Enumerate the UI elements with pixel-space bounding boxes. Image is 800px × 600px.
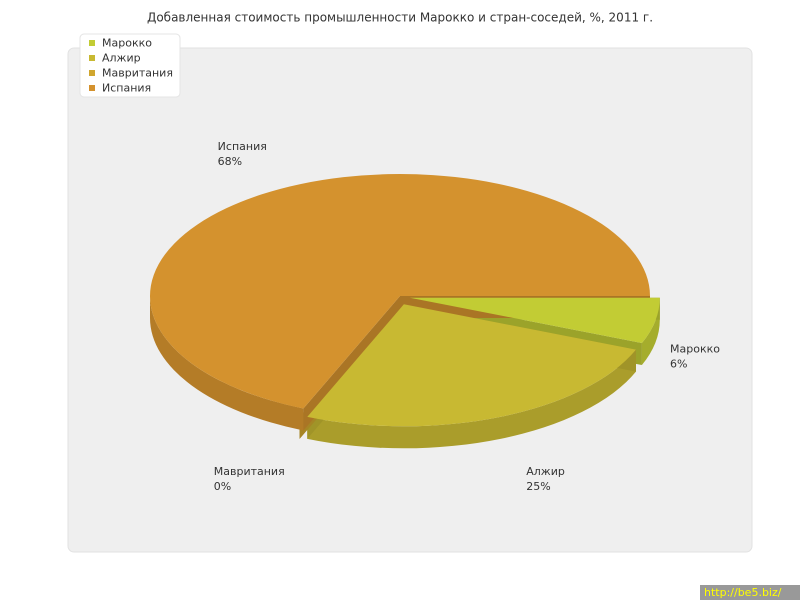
legend-label: Испания	[102, 82, 151, 95]
slice-label: Марокко	[670, 343, 720, 356]
slice	[409, 297, 660, 344]
watermark-bg	[700, 585, 800, 600]
legend-swatch	[89, 40, 95, 46]
slice-side	[641, 297, 660, 366]
legend-swatch	[89, 85, 95, 91]
slice-value-label: 0%	[214, 480, 231, 493]
slice-label: Испания	[218, 140, 267, 153]
legend-label: Алжир	[102, 52, 141, 65]
slice	[150, 174, 650, 409]
chart-title: Добавленная стоимость промышленности Мар…	[147, 11, 653, 25]
legend-box	[79, 33, 181, 98]
slice	[307, 304, 636, 427]
slice-label: Алжир	[526, 465, 565, 478]
slice-value-label: 25%	[526, 480, 550, 493]
legend-swatch	[89, 55, 95, 61]
slice-label: Мавритания	[214, 465, 285, 478]
legend-swatch	[89, 70, 95, 76]
slice-side	[150, 296, 304, 431]
slice-side	[307, 349, 636, 449]
legend-label: Марокко	[102, 37, 152, 50]
slice-value-label: 6%	[670, 358, 687, 371]
legend-label: Мавритания	[102, 67, 173, 80]
slice-value-label: 68%	[218, 155, 242, 168]
watermark: http://be5.biz/	[704, 586, 782, 599]
